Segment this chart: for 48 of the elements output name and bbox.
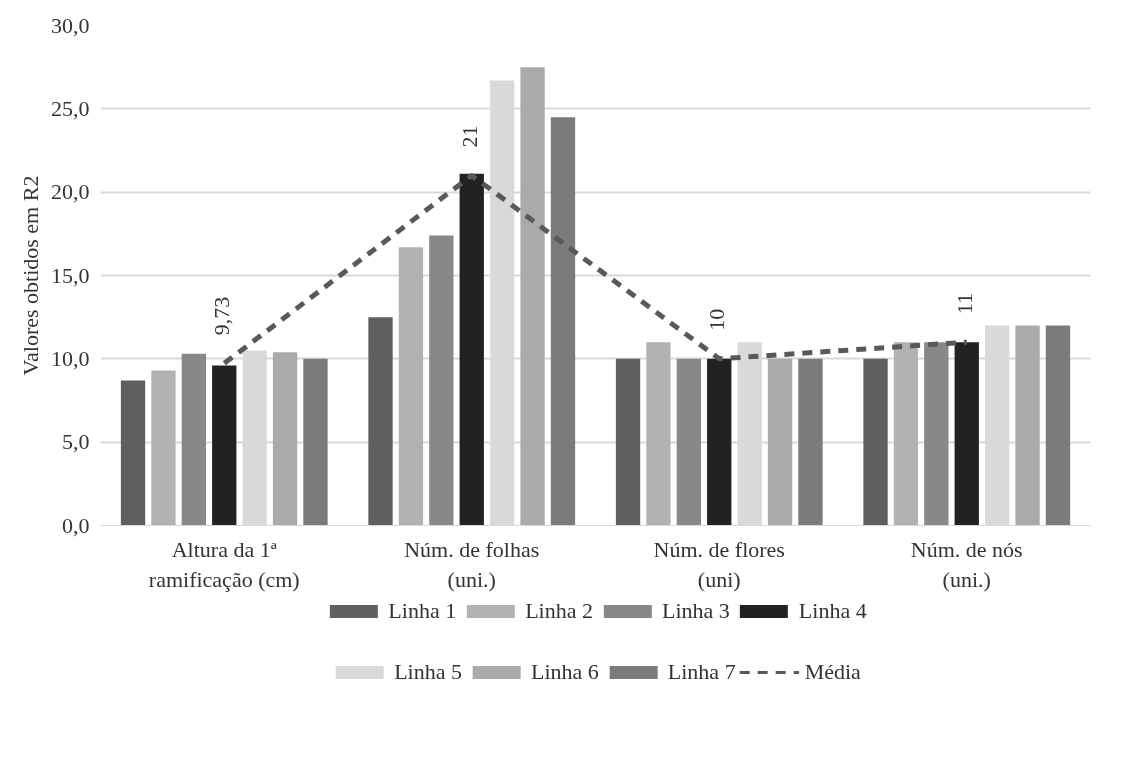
data-label: 10	[704, 308, 730, 331]
bar	[212, 365, 237, 526]
legend-label: Média	[804, 659, 861, 685]
bar	[954, 342, 979, 526]
y-tick-label: 30,0	[51, 12, 90, 38]
x-tick-label: Núm. de flores (uni)	[653, 536, 785, 592]
bar	[429, 235, 454, 526]
bar	[924, 342, 949, 526]
bar	[181, 353, 207, 526]
bar	[767, 358, 793, 526]
bar	[798, 358, 823, 526]
bar	[550, 117, 576, 526]
legend-label: Linha 3	[662, 598, 730, 624]
bar	[303, 358, 328, 526]
bar	[707, 358, 732, 526]
data-label: 11	[951, 292, 977, 315]
bar	[646, 342, 671, 526]
bar	[459, 173, 484, 526]
y-axis-title: Valores obtidos em R2	[18, 175, 43, 376]
bar	[520, 67, 545, 526]
legend-label: Linha 7	[667, 659, 736, 685]
legend-label: Linha 1	[388, 598, 457, 624]
bar	[120, 380, 146, 526]
bar	[1045, 325, 1071, 526]
bar	[151, 370, 176, 526]
x-tick-label: Núm. de folhas (uni.)	[404, 536, 540, 592]
legend-label: Linha 6	[530, 659, 599, 685]
legend-label: Linha 4	[798, 598, 867, 624]
y-tick-label: 0,0	[62, 512, 90, 538]
y-tick-label: 5,0	[62, 429, 90, 455]
y-tick-label: 25,0	[51, 95, 90, 121]
bar	[398, 247, 424, 526]
bar	[368, 317, 393, 526]
data-label: 21	[456, 125, 482, 148]
x-tick-label: Altura da 1ª ramificação (cm)	[148, 536, 300, 592]
legend-label: Linha 2	[525, 598, 593, 624]
y-tick-label: 15,0	[51, 262, 90, 288]
y-tick-label: 20,0	[51, 179, 90, 205]
bar	[615, 358, 641, 526]
x-tick-label: Núm. de nós (uni.)	[910, 536, 1023, 592]
legend-label: Linha 5	[394, 659, 462, 685]
bar	[893, 342, 919, 526]
data-label: 9,73	[209, 296, 235, 336]
y-tick-label: 10,0	[51, 345, 90, 371]
bar	[1015, 325, 1040, 526]
bar	[863, 358, 888, 526]
bar	[272, 352, 298, 526]
bar	[676, 358, 702, 526]
